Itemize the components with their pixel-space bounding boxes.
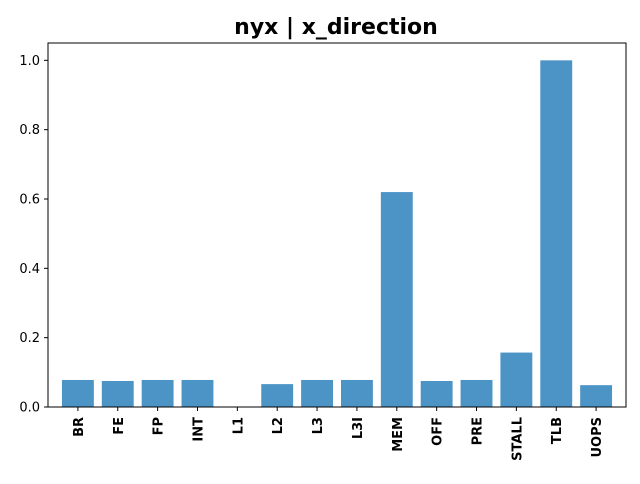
chart-title: nyx | x_direction xyxy=(234,15,438,40)
bar-stall xyxy=(500,352,533,407)
y-tick-label: 1.0 xyxy=(19,54,40,69)
x-tick-label-pre: PRE xyxy=(471,417,486,445)
x-tick-label-tlb: TLB xyxy=(550,417,565,444)
bar-l3i xyxy=(340,379,373,407)
y-tick-label: 0.2 xyxy=(19,331,40,346)
bar-int xyxy=(181,379,214,407)
x-axis: BR FE FP INT L1 L2 L3 L3I MEM OFF PRE STALL TLB UOPS xyxy=(72,407,605,461)
x-tick-label-l1: L1 xyxy=(231,417,246,434)
y-tick-label: 0.0 xyxy=(19,401,40,416)
bar-fe xyxy=(101,381,134,407)
bar-br xyxy=(61,379,94,407)
bar-l3 xyxy=(301,379,334,407)
bar-l2 xyxy=(261,384,294,407)
bar-mem xyxy=(380,192,413,407)
x-tick-label-fp: FP xyxy=(152,417,167,435)
y-tick-label: 0.4 xyxy=(19,262,40,277)
x-tick-label-l3: L3 xyxy=(311,417,326,434)
bars-group xyxy=(61,60,613,407)
x-tick-label-int: INT xyxy=(191,417,206,442)
x-tick-label-off: OFF xyxy=(431,417,446,446)
bar-tlb xyxy=(540,60,573,407)
x-tick-label-l2: L2 xyxy=(271,417,286,434)
bar-pre xyxy=(460,379,493,407)
x-tick-label-l3i: L3I xyxy=(351,417,366,439)
x-tick-label-mem: MEM xyxy=(391,417,406,452)
plot-frame xyxy=(47,42,627,408)
x-tick-label-stall: STALL xyxy=(510,417,525,461)
bar-uops xyxy=(580,385,613,407)
bar-fp xyxy=(141,379,174,407)
x-tick-label-uops: UOPS xyxy=(590,417,605,458)
x-tick-label-br: BR xyxy=(72,417,87,437)
bar-off xyxy=(420,381,453,407)
y-tick-label: 0.6 xyxy=(19,193,40,208)
y-axis: 0.0 0.2 0.4 0.6 0.8 1.0 xyxy=(19,54,48,416)
y-tick-label: 0.8 xyxy=(19,123,40,138)
x-tick-label-fe: FE xyxy=(112,417,127,435)
